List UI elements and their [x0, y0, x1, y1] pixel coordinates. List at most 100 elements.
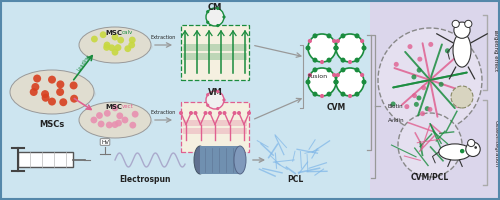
Ellipse shape: [10, 70, 94, 114]
Circle shape: [416, 95, 422, 100]
Circle shape: [474, 146, 477, 149]
Text: Electrospun: Electrospun: [120, 175, 171, 184]
Circle shape: [312, 33, 318, 38]
Circle shape: [454, 22, 470, 38]
Circle shape: [216, 90, 220, 93]
Circle shape: [451, 86, 473, 108]
Circle shape: [336, 34, 364, 62]
Circle shape: [326, 58, 332, 63]
Circle shape: [70, 95, 78, 103]
Circle shape: [216, 24, 220, 27]
Circle shape: [336, 39, 340, 43]
Circle shape: [320, 94, 324, 98]
Circle shape: [336, 68, 364, 96]
Circle shape: [112, 104, 118, 111]
Ellipse shape: [79, 39, 153, 55]
Circle shape: [222, 111, 226, 115]
Text: Targeting effect: Targeting effect: [494, 28, 498, 72]
Circle shape: [232, 111, 236, 115]
Circle shape: [354, 33, 360, 38]
Circle shape: [354, 67, 360, 72]
Circle shape: [468, 139, 475, 147]
Circle shape: [222, 15, 226, 19]
Circle shape: [312, 67, 318, 72]
Circle shape: [340, 33, 345, 38]
Circle shape: [334, 45, 338, 51]
Circle shape: [41, 90, 49, 98]
Circle shape: [404, 104, 409, 109]
Circle shape: [348, 60, 352, 64]
Text: Avidin: Avidin: [388, 117, 404, 122]
Circle shape: [206, 21, 210, 24]
Bar: [370, 0, 500, 200]
Text: PCL: PCL: [287, 175, 303, 184]
Circle shape: [312, 92, 318, 97]
Circle shape: [362, 79, 366, 85]
Text: Extraction: Extraction: [150, 35, 176, 40]
FancyBboxPatch shape: [18, 152, 73, 167]
Circle shape: [56, 80, 64, 88]
Circle shape: [412, 74, 416, 79]
Circle shape: [42, 94, 50, 102]
Circle shape: [206, 93, 210, 96]
Bar: [183, 120, 247, 126]
Circle shape: [332, 39, 336, 43]
Circle shape: [112, 121, 118, 128]
Circle shape: [390, 101, 396, 106]
Text: MSCs: MSCs: [40, 120, 64, 129]
Circle shape: [112, 49, 118, 56]
Circle shape: [106, 122, 112, 128]
Circle shape: [208, 111, 212, 115]
Circle shape: [124, 45, 131, 52]
Circle shape: [466, 142, 480, 156]
Ellipse shape: [10, 84, 96, 104]
Circle shape: [408, 44, 412, 49]
Circle shape: [452, 20, 460, 27]
Circle shape: [340, 58, 345, 63]
Circle shape: [421, 85, 426, 90]
Bar: [183, 128, 247, 134]
Circle shape: [340, 67, 345, 72]
Circle shape: [428, 42, 434, 47]
Circle shape: [206, 91, 224, 109]
Text: CVM: CVM: [326, 103, 345, 112]
Ellipse shape: [79, 102, 151, 138]
Circle shape: [334, 79, 338, 85]
Circle shape: [348, 94, 352, 98]
Circle shape: [189, 111, 193, 115]
Circle shape: [218, 111, 222, 115]
Circle shape: [354, 58, 360, 63]
Circle shape: [460, 149, 464, 153]
Circle shape: [360, 73, 364, 77]
Circle shape: [414, 102, 419, 107]
Circle shape: [418, 57, 422, 62]
Circle shape: [60, 98, 68, 106]
Circle shape: [130, 122, 136, 129]
Ellipse shape: [234, 146, 246, 174]
Circle shape: [103, 44, 110, 51]
Circle shape: [445, 48, 450, 53]
Circle shape: [216, 7, 220, 10]
Circle shape: [122, 117, 128, 123]
Circle shape: [308, 73, 312, 77]
Text: CVM/PCL: CVM/PCL: [411, 173, 449, 182]
Circle shape: [438, 82, 444, 87]
Circle shape: [464, 20, 472, 27]
Circle shape: [320, 60, 324, 64]
Text: vect: vect: [122, 104, 134, 109]
Circle shape: [428, 107, 432, 112]
Circle shape: [394, 62, 399, 67]
Circle shape: [354, 92, 360, 97]
Circle shape: [100, 31, 106, 38]
Circle shape: [362, 45, 366, 51]
Text: Fusion: Fusion: [307, 74, 327, 79]
Circle shape: [412, 93, 417, 98]
Ellipse shape: [194, 146, 206, 174]
FancyBboxPatch shape: [181, 24, 249, 79]
Circle shape: [456, 103, 460, 108]
Circle shape: [398, 113, 462, 177]
Circle shape: [326, 67, 332, 72]
Circle shape: [206, 10, 210, 13]
Circle shape: [104, 42, 110, 48]
Circle shape: [48, 98, 56, 106]
